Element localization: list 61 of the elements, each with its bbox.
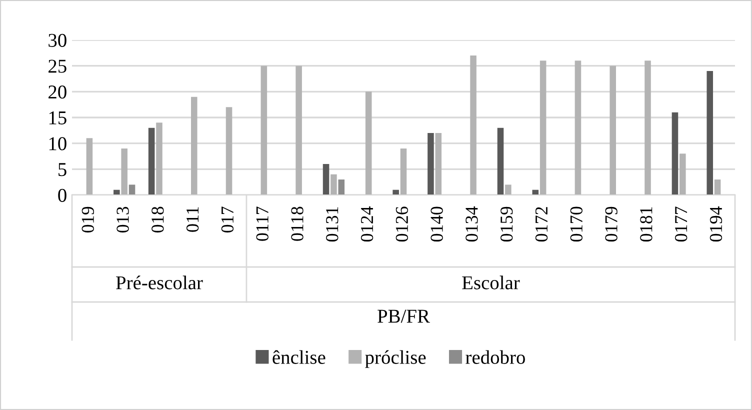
x-tick-label: 0179 <box>605 206 618 242</box>
bar <box>505 184 512 195</box>
bar <box>680 154 686 195</box>
bar <box>644 60 651 195</box>
x-tick-label: 0172 <box>535 207 548 242</box>
bar <box>296 66 302 195</box>
x-axis-title: PB/FR <box>378 310 430 323</box>
bar <box>86 138 93 195</box>
y-tick-label: 5 <box>58 163 66 176</box>
bar <box>128 184 136 195</box>
bar <box>574 60 582 195</box>
x-tick-label: 017 <box>221 206 234 233</box>
legend-label: próclise <box>365 350 426 368</box>
x-tick-label: 0170 <box>570 206 582 242</box>
x-tick-label: 0124 <box>360 206 374 242</box>
bar <box>540 60 546 195</box>
bar <box>714 180 721 195</box>
bar <box>338 180 345 195</box>
x-tick-label: 0159 <box>500 206 513 242</box>
y-tick-label: 25 <box>48 60 66 73</box>
x-tick-label: 0140 <box>430 206 443 242</box>
bar <box>322 164 330 195</box>
legend-label: redobro <box>466 350 525 364</box>
bar <box>190 96 198 195</box>
y-tick-label: 20 <box>48 85 66 99</box>
x-tick-label: 0181 <box>640 207 652 242</box>
bar <box>365 92 372 195</box>
legend-label: ênclise <box>272 350 326 364</box>
bar <box>497 128 504 195</box>
y-tick-label: 30 <box>48 34 66 47</box>
x-tick-label: 0118 <box>291 206 304 241</box>
x-tick-label: 0131 <box>326 207 338 242</box>
x-tick-label: 0177 <box>674 206 688 242</box>
bar <box>672 112 678 195</box>
bar <box>706 71 714 195</box>
bar <box>610 66 616 195</box>
x-tick-label: 0194 <box>710 206 722 242</box>
bar <box>330 174 337 195</box>
x-tick-label: 013 <box>116 206 129 233</box>
bar <box>435 133 442 195</box>
x-tick-label: 0134 <box>466 206 478 242</box>
bar <box>400 148 407 195</box>
y-tick-label: 0 <box>58 188 66 202</box>
y-tick-label: 15 <box>49 111 66 124</box>
x-tick-label: 019 <box>82 206 94 233</box>
bar <box>428 133 434 195</box>
bar <box>226 107 232 195</box>
bar <box>392 190 399 195</box>
bar <box>121 148 128 195</box>
text: Pré-escolar <box>116 276 203 290</box>
bar <box>156 122 162 195</box>
bar <box>114 190 120 195</box>
text: Escolar <box>462 276 520 290</box>
x-tick-label: 0126 <box>396 206 408 242</box>
bar <box>260 66 268 195</box>
bar <box>470 56 476 195</box>
x-tick-label: 0117 <box>256 206 268 241</box>
x-tick-label: 018 <box>152 206 164 233</box>
bar <box>148 128 155 195</box>
y-tick-label: 10 <box>49 137 66 150</box>
x-tick-label: 011 <box>186 207 199 232</box>
